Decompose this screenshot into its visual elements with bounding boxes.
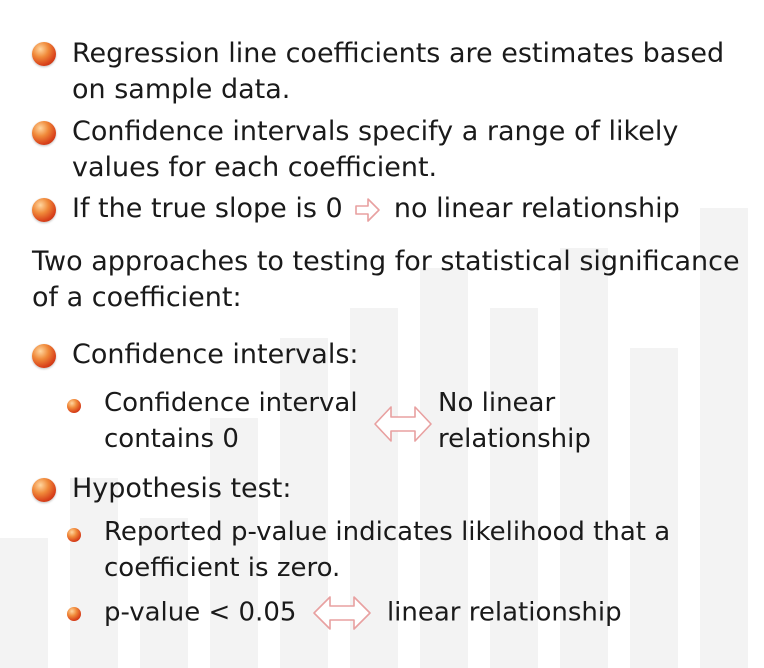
bullet-icon — [32, 198, 56, 222]
background-bar — [210, 418, 258, 668]
bullet-icon — [32, 344, 56, 368]
bullet-confidence-intervals-range: Confidence intervals specify a range of … — [72, 116, 679, 183]
sub-bullet-icon — [67, 528, 81, 542]
background-bar — [700, 208, 748, 668]
bullet-coefficients-estimates: Regression line coefficients are estimat… — [72, 38, 725, 105]
background-bar — [630, 348, 678, 668]
right-arrow-icon — [355, 197, 381, 222]
background-bar — [0, 538, 48, 668]
double-arrow-icon — [312, 596, 371, 630]
confidence-intervals-heading: Confidence intervals: — [72, 339, 359, 370]
bullet-true-slope: If the true slope is 0 no linear relatio… — [72, 191, 680, 227]
approaches-paragraph: Two approaches to testing for statistica… — [32, 246, 740, 313]
background-bar — [490, 308, 538, 668]
background-bar — [420, 268, 468, 668]
pvalue-threshold-line: p-value < 0.05 linear relationship — [104, 593, 622, 633]
hypothesis-test-heading: Hypothesis test: — [72, 473, 292, 504]
slope-left-text: If the true slope is 0 — [72, 193, 343, 224]
ci-left-text: Confidence interval contains 0 — [104, 388, 358, 454]
bullet-icon — [32, 478, 56, 502]
double-arrow-icon — [374, 406, 432, 442]
sub-bullet-icon — [67, 399, 81, 413]
background-bar — [140, 518, 188, 668]
pvalue-likelihood-text: Reported p-value indicates likelihood th… — [104, 517, 671, 583]
bullet-icon — [32, 121, 56, 145]
pvalue-threshold-text: p-value < 0.05 — [104, 597, 297, 628]
bullet-icon — [32, 42, 56, 66]
slope-right-text: no linear relationship — [393, 193, 680, 224]
ci-right-text: No linear relationship — [438, 388, 591, 454]
linear-relationship-text: linear relationship — [386, 597, 622, 628]
background-bar — [560, 248, 608, 668]
background-bar — [70, 478, 118, 668]
sub-bullet-icon — [67, 607, 81, 621]
